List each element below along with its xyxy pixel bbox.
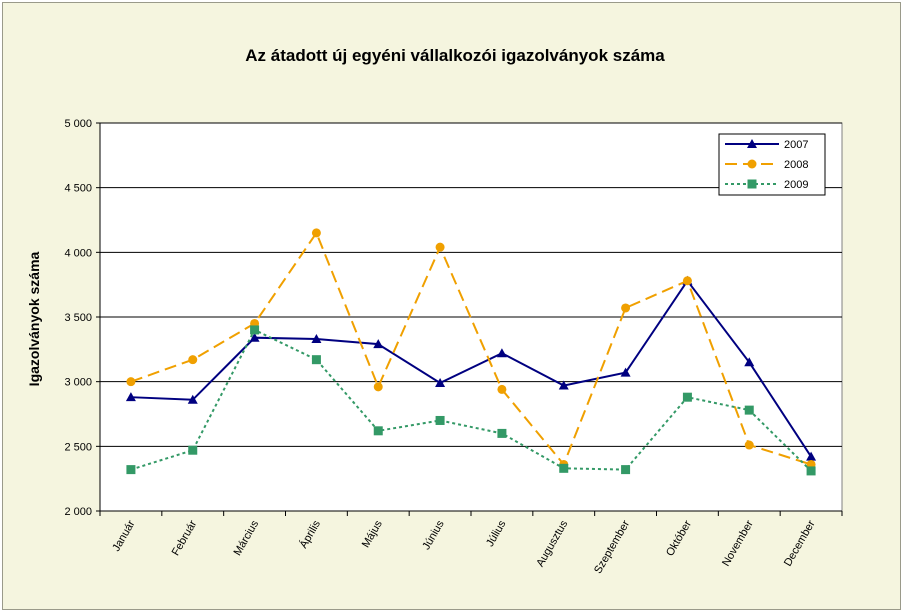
x-tick-label: Május: [360, 518, 385, 550]
data-point: [620, 367, 631, 377]
y-tick-label: 2 500: [64, 441, 92, 453]
data-point: [311, 333, 322, 343]
x-tick-label: Április: [297, 518, 323, 551]
x-tick-label: December: [782, 518, 818, 568]
legend-marker-2007: [747, 139, 757, 148]
data-point: [188, 355, 198, 365]
data-point: [744, 357, 755, 367]
data-point: [621, 465, 631, 475]
y-tick-label: 4 500: [64, 183, 92, 195]
x-tick-label: Szeptember: [592, 518, 632, 576]
x-tick-label: Október: [664, 518, 694, 558]
data-point: [559, 463, 569, 473]
x-tick-label: Január: [110, 518, 137, 553]
data-point: [558, 380, 569, 390]
data-point: [435, 377, 446, 387]
data-point: [682, 392, 692, 402]
x-tick-label: Február: [170, 518, 200, 558]
y-axis-label: Igazolványok száma: [26, 251, 42, 386]
data-point: [496, 348, 507, 358]
y-axis-tick-labels: 2 000 2 500 3 000 3 500 4 000 4 500 5 000: [64, 118, 92, 518]
x-axis-tick-labels: Január Február Március Április Május Június Jú…: [110, 518, 818, 576]
data-point: [806, 451, 817, 461]
data-point: [311, 228, 321, 238]
data-point: [249, 332, 260, 342]
data-point: [126, 465, 136, 475]
y-tick-label: 3 500: [64, 312, 92, 324]
x-tick-label: Március: [232, 518, 262, 558]
data-point: [187, 394, 198, 404]
data-point: [373, 339, 384, 349]
data-point: [497, 428, 507, 438]
data-point: [125, 392, 136, 402]
data-point: [682, 276, 692, 286]
chart-title: Az átadott új egyéni vállalkozói igazolv…: [245, 46, 665, 65]
data-point: [373, 382, 383, 392]
legend: 2007 2008 2009: [718, 133, 826, 196]
y-tick-label: 5 000: [64, 118, 92, 130]
data-point: [250, 325, 260, 335]
axes: [96, 122, 843, 516]
x-tick-label: Július: [484, 518, 509, 549]
line-chart: Az átadott új egyéni vállalkozói igazolv…: [26, 46, 843, 576]
data-point: [744, 440, 754, 450]
legend-label-2009: 2009: [784, 179, 808, 191]
legend-label-2008: 2008: [784, 159, 808, 171]
series-2007: [125, 275, 817, 461]
data-point: [806, 466, 816, 476]
y-tick-label: 3 000: [64, 377, 92, 389]
data-point: [126, 377, 136, 387]
y-tick-label: 2 000: [64, 506, 92, 518]
x-tick-label: Június: [420, 518, 447, 552]
x-tick-label: Augusztus: [534, 518, 570, 569]
legend-marker-2008: [747, 159, 757, 169]
series-line-2007: [130, 279, 812, 458]
series-2009: [126, 325, 816, 476]
gridlines: [100, 122, 842, 447]
x-tick-label: November: [720, 518, 756, 568]
data-point: [435, 242, 445, 252]
legend-marker-2009: [747, 179, 757, 189]
data-point: [311, 355, 321, 365]
data-point: [621, 303, 631, 313]
series-line-2008: [130, 230, 812, 467]
data-point: [497, 384, 507, 394]
y-tick-label: 4 000: [64, 247, 92, 259]
series-line-2009: [130, 328, 812, 472]
legend-label-2007: 2007: [784, 139, 808, 151]
data-point: [373, 426, 383, 436]
data-point: [188, 445, 198, 455]
data-point: [435, 415, 445, 425]
series-layer: [125, 228, 817, 476]
data-point: [744, 405, 754, 415]
